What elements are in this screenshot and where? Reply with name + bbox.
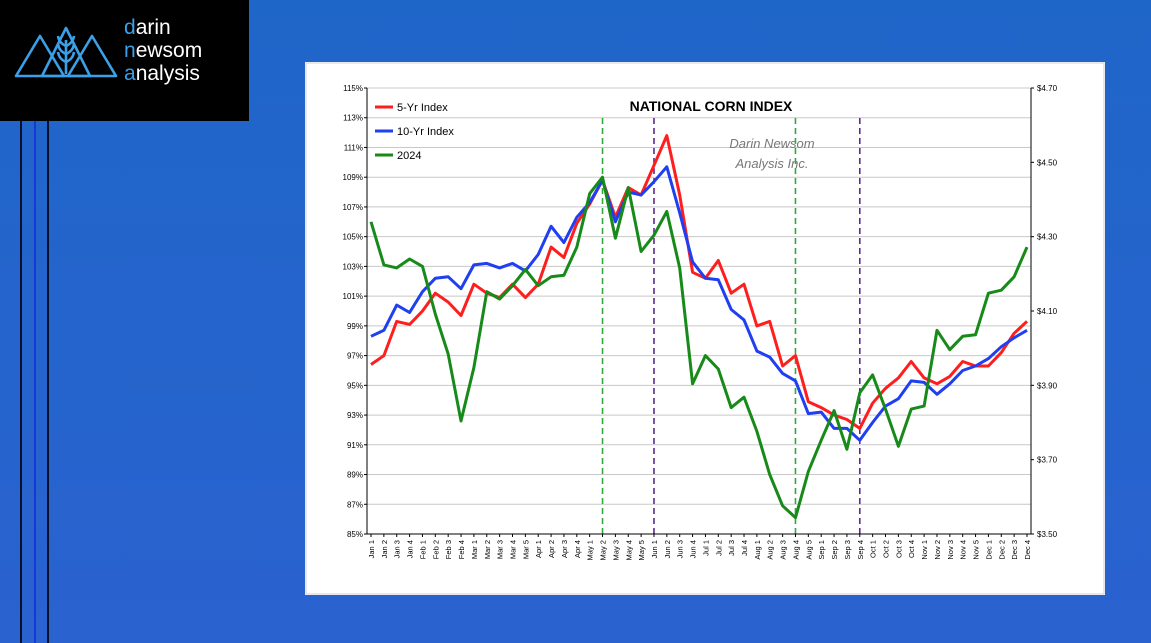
y-tick-label: 93%: [347, 411, 363, 420]
x-tick-label: Sep 4: [856, 540, 865, 560]
y-tick-label: 85%: [347, 530, 363, 539]
y-tick-label: 97%: [347, 352, 363, 361]
left-rail-line: [47, 121, 49, 643]
x-tick-label: Aug 1: [753, 540, 762, 560]
x-tick-label: Apr 2: [547, 540, 556, 558]
x-tick-label: Aug 2: [766, 540, 775, 560]
x-tick-label: Jun 4: [689, 540, 698, 558]
x-tick-label: Apr 1: [534, 540, 543, 558]
x-tick-label: Jun 3: [676, 540, 685, 558]
x-tick-label: Mar 1: [470, 540, 479, 559]
brand-logo: darin newsom analysis: [0, 0, 249, 121]
x-tick-label: Feb 1: [418, 540, 427, 559]
x-tick-label: Sep 2: [830, 540, 839, 560]
x-tick-label: Jul 4: [740, 540, 749, 556]
legend-label: 5-Yr Index: [397, 102, 448, 114]
y-tick-label: 109%: [343, 173, 363, 182]
y-tick-label: 99%: [347, 322, 363, 331]
x-tick-label: Nov 1: [920, 540, 929, 560]
x-tick-label: Jan 2: [380, 540, 389, 558]
x-tick-label: May 3: [611, 540, 620, 560]
y-tick-label: 91%: [347, 441, 363, 450]
y-tick-label: 101%: [343, 292, 363, 301]
x-tick-label: Dec 3: [1010, 540, 1019, 560]
chart-svg: 85% 87% 89% 91% 93% 95% 97% 99% 101% 103% 105% 107%…: [305, 62, 1105, 595]
y-tick-label: 113%: [343, 114, 363, 123]
y-tick-label: 107%: [343, 203, 363, 212]
x-tick-label: Nov 2: [933, 540, 942, 560]
x-tick-label: Feb 2: [431, 540, 440, 559]
x-tick-label: May 4: [624, 540, 633, 560]
y2-tick-label: $3.70: [1037, 456, 1058, 465]
y2-tick-label: $3.50: [1037, 530, 1058, 539]
y-tick-label: 111%: [344, 143, 363, 152]
chart-title: NATIONAL CORN INDEX: [630, 98, 793, 114]
brand-wordmark: darin newsom analysis: [124, 16, 203, 85]
y2-tick-label: $4.70: [1037, 84, 1058, 93]
x-tick-label: Jun 2: [663, 540, 672, 558]
y-tick-label: 95%: [347, 381, 363, 390]
y-tick-label: 89%: [347, 471, 363, 480]
watermark-line-1: Darin Newsom: [729, 136, 814, 151]
x-tick-label: Aug 3: [779, 540, 788, 560]
x-tick-label: Jul 1: [701, 540, 710, 556]
x-tick-label: Jan 4: [406, 540, 415, 558]
x-tick-label: Nov 4: [959, 540, 968, 560]
x-tick-label: Mar 2: [483, 540, 492, 559]
x-tick-label: Jan 3: [393, 540, 402, 558]
x-tick-label: Feb 3: [444, 540, 453, 559]
series-line: [369, 175, 1029, 520]
left-rail-line: [20, 121, 22, 643]
y2-tick-label: $3.90: [1037, 381, 1058, 390]
legend: 5-Yr Index 10-Yr Index 2024: [375, 102, 454, 162]
x-tick-label: Jun 1: [650, 540, 659, 558]
x-tick-label: Jan 1: [367, 540, 376, 558]
x-tick-label: Mar 4: [508, 540, 517, 559]
mountain-wheat-icon: [14, 26, 118, 78]
left-rail-line: [34, 121, 36, 643]
x-tick-label: Apr 3: [560, 540, 569, 558]
series-line: [370, 134, 1029, 430]
x-tick-label: Feb 4: [457, 540, 466, 559]
x-tick-label: Oct 2: [882, 540, 891, 558]
x-tick-label: Oct 3: [894, 540, 903, 558]
y2-tick-label: $4.10: [1037, 307, 1058, 316]
y-tick-label: 103%: [343, 262, 363, 271]
legend-label: 2024: [397, 150, 421, 162]
corn-index-chart: 85% 87% 89% 91% 93% 95% 97% 99% 101% 103% 105% 107%…: [305, 62, 1105, 595]
y2-tick-label: $4.30: [1037, 233, 1058, 242]
x-tick-label: Sep 3: [843, 540, 852, 560]
x-tick-label: Apr 4: [573, 540, 582, 558]
x-tick-label: May 5: [637, 540, 646, 560]
x-tick-label: Mar 5: [521, 540, 530, 559]
x-tick-label: Aug 4: [791, 540, 800, 560]
x-tick-label: Nov 5: [972, 540, 981, 560]
x-tick-label: Jul 3: [727, 540, 736, 556]
series-line: [370, 165, 1028, 442]
x-tick-label: Jul 2: [714, 540, 723, 556]
x-tick-label: May 1: [586, 540, 595, 560]
plot-area: [305, 62, 1105, 595]
x-tick-label: Nov 3: [946, 540, 955, 560]
y-tick-label: 115%: [343, 84, 363, 93]
x-tick-label: Dec 2: [997, 540, 1006, 560]
x-tick-label: Aug 5: [804, 540, 813, 560]
y-tick-label: 105%: [343, 233, 363, 242]
x-tick-label: Dec 4: [1023, 540, 1032, 560]
y2-tick-label: $4.50: [1037, 158, 1058, 167]
x-tick-label: May 2: [599, 540, 608, 560]
x-tick-label: Oct 1: [869, 540, 878, 558]
watermark-line-2: Analysis Inc.: [735, 156, 809, 171]
legend-label: 10-Yr Index: [397, 126, 454, 138]
x-tick-label: Mar 3: [496, 540, 505, 559]
x-tick-label: Dec 1: [984, 540, 993, 560]
x-tick-label: Sep 1: [817, 540, 826, 560]
x-tick-label: Oct 4: [907, 540, 916, 558]
y-tick-label: 87%: [347, 500, 363, 509]
